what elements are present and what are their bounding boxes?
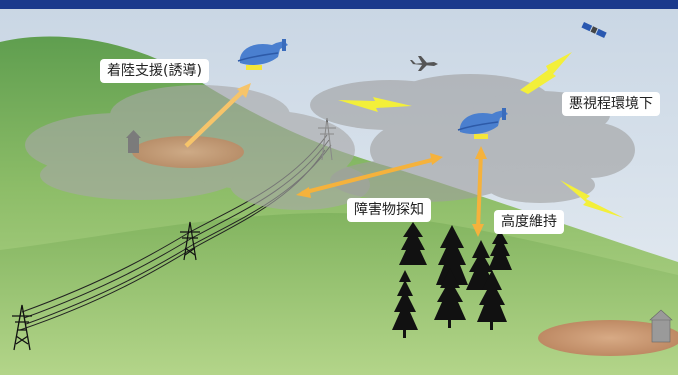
conifer-trees <box>392 222 512 338</box>
signal-arrows <box>184 83 487 237</box>
lightning-bolt <box>338 97 412 112</box>
label-altitude-hold: 高度維持 <box>494 210 564 234</box>
conifer-tree-icon <box>434 268 466 320</box>
landing-support-arrow <box>184 88 246 148</box>
house-icon <box>126 130 141 153</box>
label-poor-visibility: 悪視程環境下 <box>562 92 660 116</box>
landing-pad-right <box>538 320 678 356</box>
drone-icon <box>457 108 508 139</box>
airplane-icon <box>410 56 438 71</box>
house-icon <box>649 309 673 343</box>
power-pylon-icon <box>12 304 32 351</box>
label-landing-support: 着陸支援(誘導) <box>100 59 209 83</box>
landing-pad-left <box>132 136 244 168</box>
conifer-tree-icon <box>488 230 512 270</box>
conifer-tree-icon <box>436 225 468 285</box>
conifer-tree-icon <box>392 270 418 330</box>
lightning-bolts <box>338 52 624 218</box>
conifer-tree-icon <box>477 270 507 322</box>
drone-icon <box>237 39 288 70</box>
conifer-tree-icon <box>399 222 427 265</box>
lightning-bolt <box>520 52 572 94</box>
altitude-hold-arrow <box>476 151 483 231</box>
label-obstacle-detection: 障害物探知 <box>347 198 431 222</box>
satellite-icon <box>581 22 607 39</box>
top-bar <box>0 0 678 9</box>
power-pylon-icon <box>180 221 200 261</box>
lightning-bolt <box>560 180 624 218</box>
obstacle-detection-arrow <box>301 157 437 195</box>
fog-cloud-right <box>310 74 635 203</box>
